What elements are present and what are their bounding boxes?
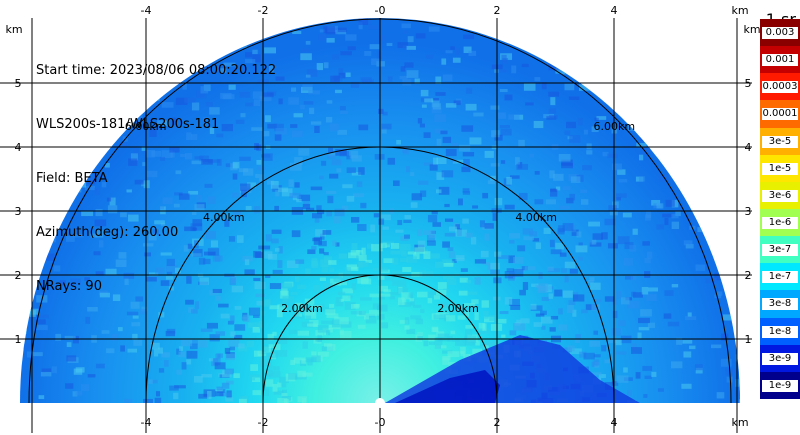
colorbar-label: 3e-7: [762, 244, 798, 257]
colorbar: 0.003 0.001 0.0003 0.0001 3e-5 1e-5 3e-6 1e-6 3e…: [760, 19, 800, 399]
x-tick-label-top: -4: [141, 4, 152, 17]
y-tick-label-left: 4: [15, 141, 22, 154]
colorbar-label: 0.003: [762, 27, 798, 39]
range-ring-label-left: 2.00km: [281, 302, 323, 315]
x-tick-label-top: 4: [611, 4, 618, 17]
colorbar-label: 1e-8: [762, 325, 798, 338]
instrument-name: WLS200s-181/WLS200s-181: [36, 117, 220, 132]
axis-unit-label: km: [5, 23, 22, 36]
axis-unit-label: km: [731, 416, 748, 429]
x-tick-label-bottom: -0: [375, 416, 386, 429]
range-ring: [262, 274, 498, 404]
y-tick-label-right: 4: [745, 141, 752, 154]
x-tick-label-top: 2: [494, 4, 501, 17]
y-tick-label-right: 3: [745, 205, 752, 218]
colorbar-label: 0.0003: [762, 81, 798, 94]
colorbar-label: 1e-7: [762, 271, 798, 284]
start-time: Start time: 2023/08/06 08:00:20.122: [36, 63, 277, 78]
nrays: NRays: 90: [36, 279, 102, 294]
y-tick-label-left: 5: [15, 77, 22, 90]
range-ring-label-right: 2.00km: [437, 302, 479, 315]
axis-unit-label: km: [743, 23, 760, 36]
colorbar-label: 1e-6: [762, 216, 798, 229]
x-tick-label-top: -2: [258, 4, 269, 17]
colorbar-label: 3e-6: [762, 189, 798, 202]
scan-info: Start time: 2023/08/06 08:00:20.122 WLS2…: [36, 26, 276, 314]
y-tick-label-left: 2: [15, 269, 22, 282]
range-ring-label-right: 6.00km: [594, 120, 636, 133]
range-ring: [28, 18, 732, 404]
axis-unit-label: km: [731, 4, 748, 17]
y-tick-label-right: 2: [745, 269, 752, 282]
radar-origin: [375, 398, 385, 408]
x-tick-label-bottom: 2: [494, 416, 501, 429]
colorbar-label: 3e-8: [762, 298, 798, 311]
colorbar-label: 3e-5: [762, 135, 798, 148]
azimuth: Azimuth(deg): 260.00: [36, 225, 179, 240]
x-tick-label-bottom: -4: [141, 416, 152, 429]
y-tick-label-left: 1: [15, 333, 22, 346]
x-tick-label-bottom: -2: [258, 416, 269, 429]
colorbar-label: 3e-9: [762, 352, 798, 365]
y-tick-label-right: 5: [745, 77, 752, 90]
range-ring-label-left: 4.00km: [203, 211, 245, 224]
y-tick-label-right: 1: [745, 333, 752, 346]
x-tick-label-bottom: 4: [611, 416, 618, 429]
range-ring-label-left: 6.00km: [125, 120, 167, 133]
colorbar-label: 0.001: [762, 54, 798, 67]
range-ring-label-right: 4.00km: [515, 211, 557, 224]
x-tick-label-top: -0: [375, 4, 386, 17]
y-tick-label-left: 3: [15, 205, 22, 218]
range-ring: [145, 146, 615, 404]
colorbar-label: 0.0001: [762, 108, 798, 121]
field-name: Field: BETA: [36, 171, 108, 186]
colorbar-label: 1e-5: [762, 162, 798, 175]
colorbar-label: 1e-9: [762, 379, 798, 392]
